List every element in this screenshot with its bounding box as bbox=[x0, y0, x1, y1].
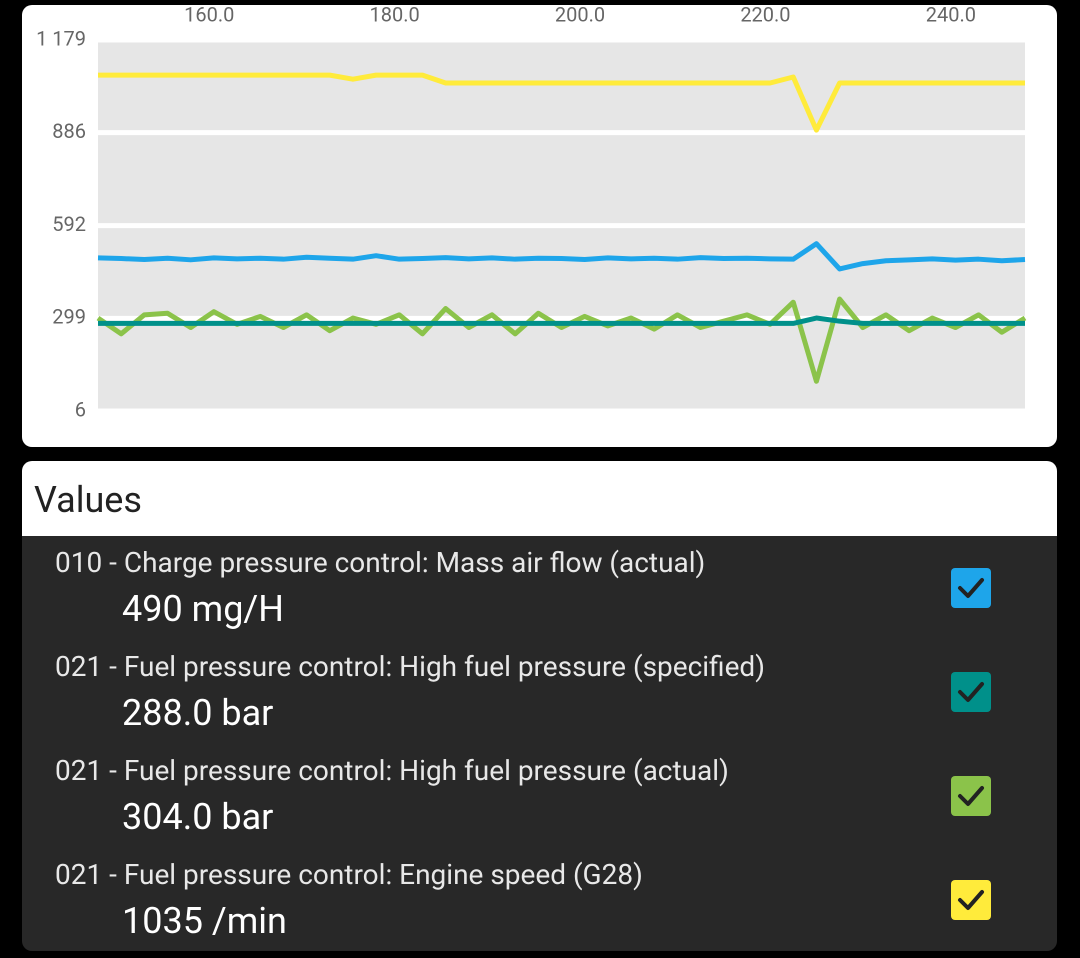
value-row: 010 - Charge pressure control: Mass air … bbox=[22, 536, 1057, 640]
y-tick-label: 6 bbox=[75, 397, 86, 421]
series-checkbox[interactable] bbox=[951, 568, 991, 608]
check-mark bbox=[958, 682, 984, 702]
y-tick-label: 592 bbox=[52, 212, 86, 236]
series-line bbox=[98, 315, 1025, 326]
series-line bbox=[97, 241, 1026, 272]
value-label: 021 - Fuel pressure control: High fuel p… bbox=[55, 754, 729, 787]
x-tick-label: 160.0 bbox=[184, 5, 234, 26]
series-checkbox[interactable] bbox=[951, 880, 991, 920]
chart: 1 179 886 592 299 6 160.0 180.0 200.0 220.0 240.0 bbox=[36, 5, 1027, 421]
check-mark bbox=[958, 578, 984, 598]
chart-card: 1 179 886 592 299 6 160.0 180.0 200.0 220.0 240.0 bbox=[22, 5, 1057, 447]
values-header: Values bbox=[22, 461, 1057, 536]
value-label: 021 - Fuel pressure control: Engine spee… bbox=[55, 858, 643, 891]
check-mark bbox=[958, 890, 984, 910]
y-tick-label: 1 179 bbox=[36, 26, 86, 50]
y-tick-label: 299 bbox=[52, 305, 86, 329]
value-row: 021 - Fuel pressure control: High fuel p… bbox=[22, 744, 1057, 848]
series-checkbox[interactable] bbox=[951, 672, 991, 712]
value-row: 021 - Fuel pressure control: High fuel p… bbox=[22, 640, 1057, 744]
check-mark bbox=[958, 786, 984, 806]
y-tick-label: 886 bbox=[52, 119, 86, 143]
check-icon bbox=[958, 578, 984, 598]
x-tick-label: 180.0 bbox=[370, 5, 420, 26]
x-tick-label: 200.0 bbox=[555, 5, 605, 26]
check-icon bbox=[958, 890, 984, 910]
check-icon bbox=[958, 682, 984, 702]
value-label: 010 - Charge pressure control: Mass air … bbox=[55, 546, 706, 579]
value-reading: 304.0 bar bbox=[122, 796, 274, 838]
series-line bbox=[98, 72, 1025, 133]
value-label: 021 - Fuel pressure control: High fuel p… bbox=[55, 650, 765, 683]
values-title: Values bbox=[34, 479, 142, 521]
series-checkbox[interactable] bbox=[951, 776, 991, 816]
value-reading: 288.0 bar bbox=[122, 692, 274, 734]
value-reading: 490 mg/H bbox=[122, 588, 284, 630]
x-tick-label: 240.0 bbox=[926, 5, 976, 26]
check-icon bbox=[958, 786, 984, 806]
x-tick-label: 220.0 bbox=[740, 5, 790, 26]
values-list: 010 - Charge pressure control: Mass air … bbox=[22, 536, 1057, 951]
value-row: 021 - Fuel pressure control: Engine spee… bbox=[22, 848, 1057, 952]
value-reading: 1035 /min bbox=[122, 900, 287, 942]
